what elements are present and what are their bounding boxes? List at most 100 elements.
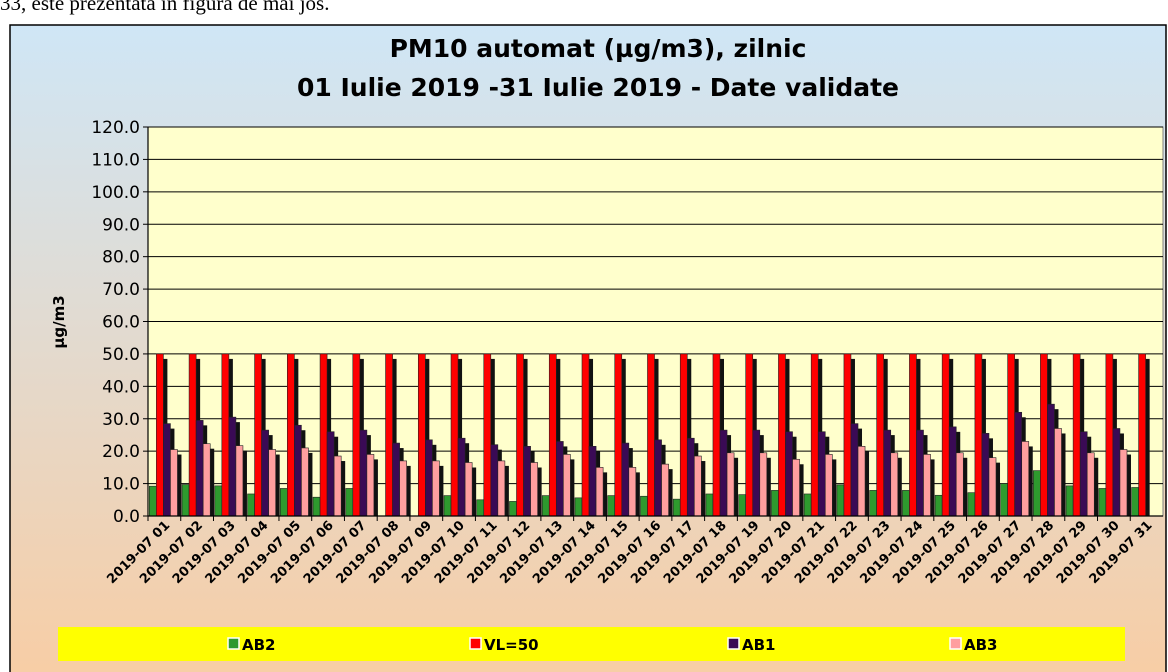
bar	[1072, 353, 1081, 517]
bar	[490, 444, 499, 517]
bar-shadow	[501, 465, 509, 516]
bar	[824, 454, 833, 517]
bar	[595, 467, 604, 517]
bar	[661, 463, 669, 517]
bar	[857, 446, 866, 517]
bar-shadow	[651, 358, 659, 516]
y-tick-label: 70.0	[102, 280, 140, 300]
legend-label: AB2	[242, 636, 275, 654]
bar-shadow	[796, 464, 804, 516]
bar	[476, 499, 485, 517]
bar	[581, 353, 590, 517]
bar	[981, 433, 990, 517]
bar-shadow	[684, 358, 692, 516]
bar	[541, 495, 550, 517]
y-tick-label: 0.0	[113, 507, 140, 527]
bar-shadow	[239, 450, 247, 516]
legend-swatch	[227, 637, 240, 650]
bar	[1047, 403, 1055, 517]
bar-shadow	[960, 457, 968, 516]
bar-shadow	[763, 457, 771, 516]
bar	[319, 353, 328, 517]
bar-shadow	[927, 459, 935, 516]
legend-label: AB3	[964, 636, 997, 654]
bar-shadow	[665, 469, 673, 516]
bar	[588, 446, 597, 517]
bar-shadow	[1091, 457, 1099, 516]
bar	[188, 353, 197, 517]
y-tick-label: 20.0	[102, 442, 140, 462]
bar	[738, 494, 747, 517]
bar	[516, 353, 524, 517]
chart-subtitle: 01 Iulie 2019 -31 Iulie 2019 - Date vali…	[297, 73, 899, 102]
bar	[752, 429, 761, 517]
document-text: 33, este prezentată în figura de mai jos…	[0, 0, 329, 15]
bar	[399, 460, 407, 517]
bar-shadow	[305, 452, 313, 516]
bar-shadow	[455, 358, 463, 516]
y-tick-label: 30.0	[102, 410, 140, 430]
bar	[745, 353, 754, 517]
bar	[366, 454, 375, 517]
y-tick-label: 110.0	[91, 150, 140, 170]
bar	[312, 496, 321, 517]
bar	[195, 420, 204, 517]
bar-shadow	[1142, 358, 1150, 516]
bar	[268, 449, 276, 517]
bar	[654, 439, 662, 517]
bar	[1040, 353, 1048, 517]
bar	[902, 490, 910, 517]
bar	[279, 488, 288, 517]
bar	[817, 431, 826, 517]
bar	[1054, 428, 1062, 517]
bar-shadow	[731, 457, 739, 516]
bar	[563, 454, 571, 517]
bar	[432, 460, 440, 517]
bar	[228, 416, 237, 517]
bar	[294, 424, 302, 517]
bar	[1000, 483, 1008, 517]
y-axis-title: µg/m3	[50, 295, 68, 348]
bar	[326, 431, 335, 517]
y-tick-label: 90.0	[102, 215, 140, 235]
bar	[850, 423, 859, 517]
bar	[941, 353, 950, 517]
bar-shadow	[1058, 433, 1066, 516]
bar	[803, 493, 812, 517]
bar	[647, 353, 655, 517]
bar-shadow	[1025, 446, 1033, 516]
bar-shadow	[370, 459, 378, 516]
bar	[967, 492, 976, 517]
bar	[235, 445, 244, 517]
bar-shadow	[422, 358, 430, 516]
y-tick-label: 10.0	[102, 475, 140, 495]
bar	[1079, 431, 1088, 517]
y-tick-label: 40.0	[102, 377, 140, 397]
bar	[170, 449, 178, 517]
bar	[948, 426, 957, 517]
bar	[693, 455, 702, 517]
bar	[726, 452, 735, 517]
bar	[425, 439, 433, 517]
bar	[385, 353, 393, 517]
bar	[719, 429, 728, 517]
y-tick-label: 50.0	[102, 345, 140, 365]
bar	[974, 353, 983, 517]
bar	[417, 353, 426, 517]
bar	[628, 467, 637, 517]
bar-shadow	[469, 467, 477, 516]
bar	[509, 501, 517, 517]
bar	[686, 437, 695, 517]
y-tick-label: 60.0	[102, 313, 140, 333]
bar-shadow	[487, 358, 495, 516]
bar	[792, 458, 800, 517]
bar	[392, 442, 400, 517]
bar-shadow	[894, 457, 902, 516]
bar	[359, 429, 368, 517]
bar	[778, 353, 786, 517]
bar	[149, 485, 157, 517]
bar-shadow	[520, 358, 528, 516]
bar	[333, 455, 342, 517]
bar	[672, 498, 681, 517]
bar-shadow	[632, 472, 640, 516]
